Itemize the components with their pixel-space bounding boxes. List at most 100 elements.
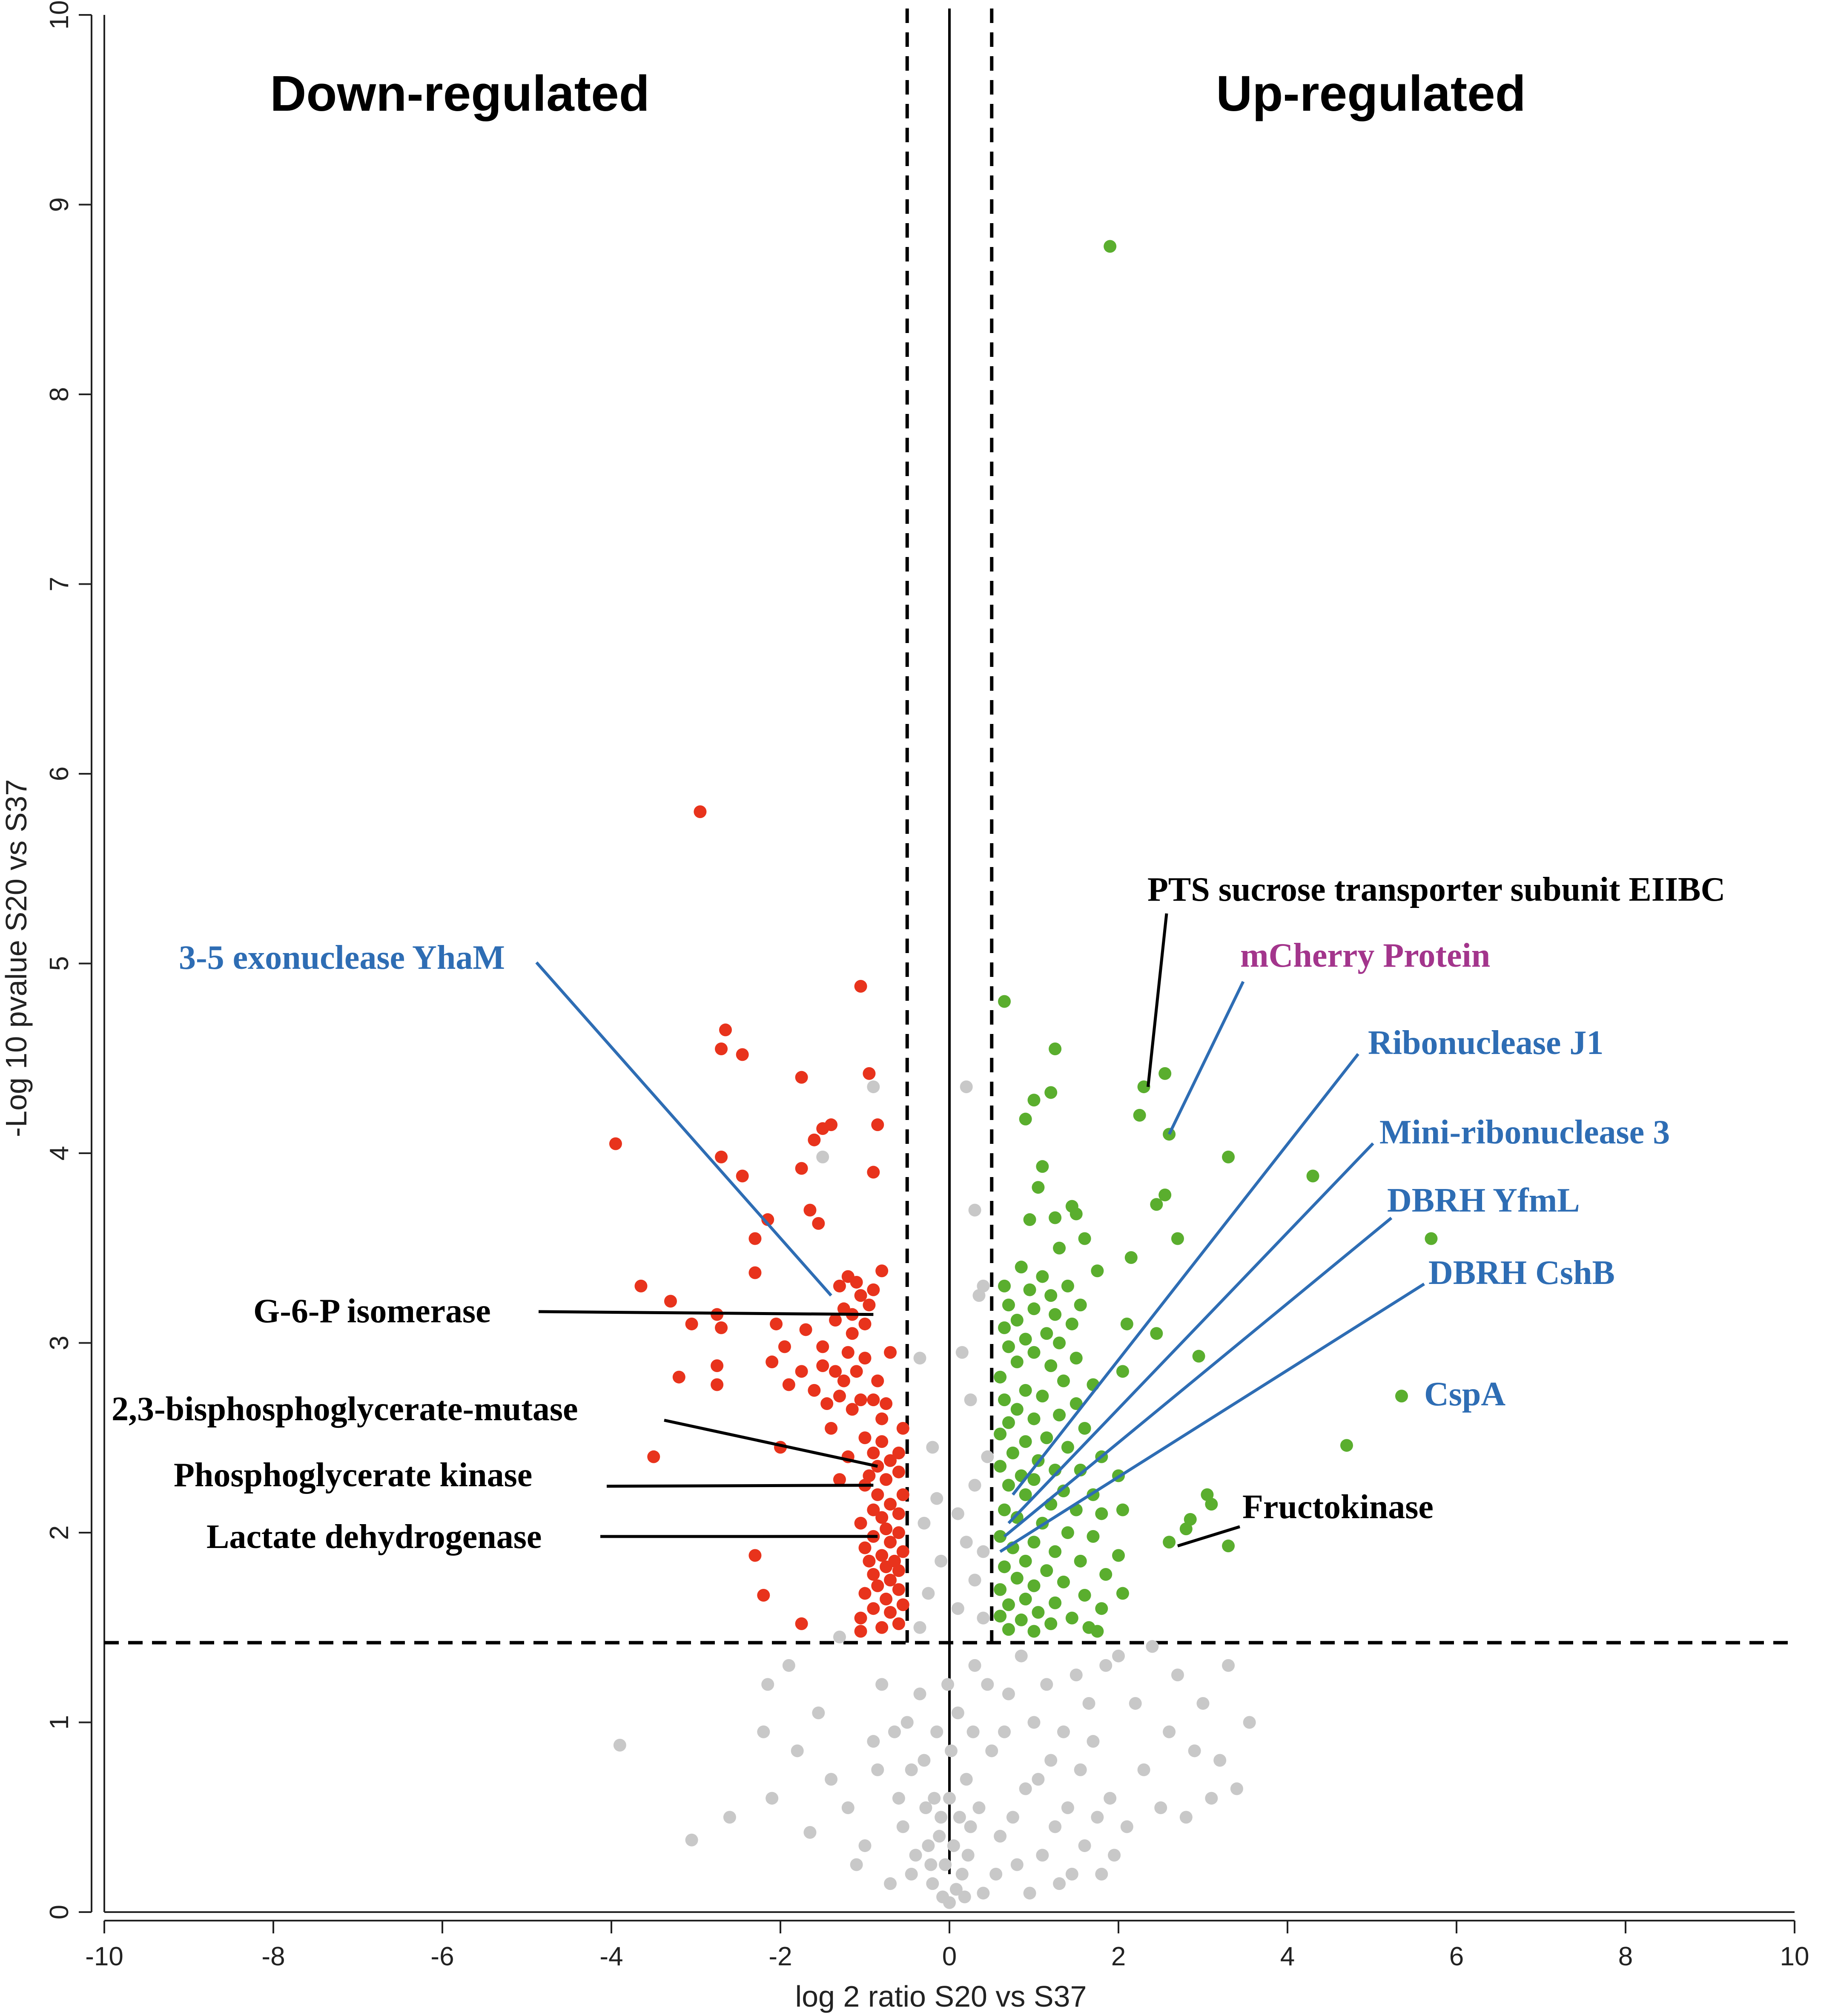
point-down-regulated [880,1397,893,1410]
point-not-significant [685,1833,698,1847]
point-up-regulated [1179,1522,1193,1536]
point-up-regulated [1036,1160,1049,1173]
y-tick-label: 5 [45,956,74,971]
point-not-significant [951,1706,964,1720]
point-not-significant [1120,1820,1133,1833]
point-down-regulated [748,1232,762,1245]
point-not-significant [919,1801,932,1814]
x-tick-label: 6 [1449,1942,1464,1971]
point-not-significant [960,1536,973,1549]
point-not-significant [944,1744,958,1758]
point-not-significant [1222,1659,1235,1672]
point-not-significant [909,1849,922,1862]
point-down-regulated [850,1275,863,1289]
point-down-regulated [854,1611,867,1625]
point-up-regulated [1032,1606,1045,1619]
y-tick-label: 4 [45,1146,74,1160]
point-not-significant [1188,1744,1201,1758]
point-not-significant [888,1725,901,1738]
point-up-regulated [1049,1596,1062,1609]
point-down-regulated [880,1560,893,1574]
point-not-significant [958,1890,971,1904]
x-tick-label: 10 [1780,1942,1809,1971]
point-down-regulated [884,1454,897,1467]
annotation-leader-line [664,1419,878,1468]
point-not-significant [1099,1659,1113,1672]
point-down-regulated [694,805,707,818]
point-not-significant [966,1725,980,1738]
point-not-significant [947,1839,960,1852]
point-not-significant [867,1735,880,1748]
point-not-significant [961,1849,975,1862]
point-up-regulated [1006,1446,1019,1459]
y-axis-title: -Log 10 pvalue S20 vs S37 [0,779,33,1137]
point-up-regulated [1002,1623,1015,1636]
point-down-regulated [854,1625,867,1638]
point-not-significant [613,1738,626,1752]
point-up-regulated [1010,1314,1024,1327]
point-not-significant [1213,1754,1227,1767]
point-up-regulated [1023,1283,1036,1296]
point-down-regulated [871,1579,884,1592]
point-not-significant [960,1080,973,1094]
point-down-regulated [664,1295,677,1308]
point-down-regulated [875,1412,889,1425]
point-down-regulated [761,1213,774,1226]
point-down-regulated [875,1549,889,1562]
point-down-regulated [884,1498,897,1511]
point-up-regulated [1070,1207,1083,1221]
annotation-label-mcherry: mCherry Protein [1240,937,1490,974]
point-not-significant [985,1744,998,1758]
point-down-regulated [841,1346,854,1359]
point-not-significant [757,1725,770,1738]
point-down-regulated [829,1365,842,1378]
x-tick-label: -2 [768,1942,792,1971]
point-down-regulated [803,1203,817,1217]
point-not-significant [1112,1649,1125,1663]
point-down-regulated [736,1169,749,1183]
point-not-significant [1104,1792,1117,1805]
point-down-regulated [816,1359,829,1372]
point-down-regulated [715,1150,728,1163]
point-up-regulated [1124,1251,1138,1264]
point-down-regulated [795,1617,808,1630]
point-up-regulated [1053,1241,1066,1255]
point-up-regulated [1019,1554,1032,1568]
point-not-significant [935,1554,948,1568]
point-down-regulated [892,1507,905,1520]
point-up-regulated [1116,1365,1129,1378]
point-up-regulated [1091,1264,1104,1278]
point-down-regulated [854,1393,867,1407]
point-up-regulated [1010,1511,1024,1524]
annotation-leader-line [535,961,832,1297]
point-down-regulated [875,1621,889,1634]
point-up-regulated [994,1460,1007,1473]
point-not-significant [1036,1849,1049,1862]
point-down-regulated [863,1298,876,1312]
point-up-regulated [1222,1539,1235,1553]
point-not-significant [949,1883,963,1896]
point-up-regulated [1019,1435,1032,1448]
point-down-regulated [892,1617,905,1630]
point-not-significant [1010,1858,1024,1871]
point-not-significant [1108,1849,1121,1862]
point-not-significant [1078,1839,1091,1852]
point-up-regulated [998,1503,1011,1516]
point-up-regulated [1015,1613,1028,1626]
point-not-significant [977,1611,990,1625]
point-down-regulated [892,1583,905,1596]
point-up-regulated [1002,1479,1015,1492]
point-up-regulated [1425,1232,1438,1245]
point-not-significant [935,1811,948,1824]
point-not-significant [816,1150,829,1163]
point-not-significant [964,1820,977,1833]
point-not-significant [913,1687,926,1700]
point-up-regulated [1027,1473,1041,1486]
point-down-regulated [880,1522,893,1536]
point-not-significant [833,1631,846,1644]
point-down-regulated [858,1317,872,1330]
point-down-regulated [846,1403,859,1416]
point-down-regulated [647,1450,660,1463]
point-down-regulated [880,1473,893,1486]
point-up-regulated [994,1427,1007,1441]
